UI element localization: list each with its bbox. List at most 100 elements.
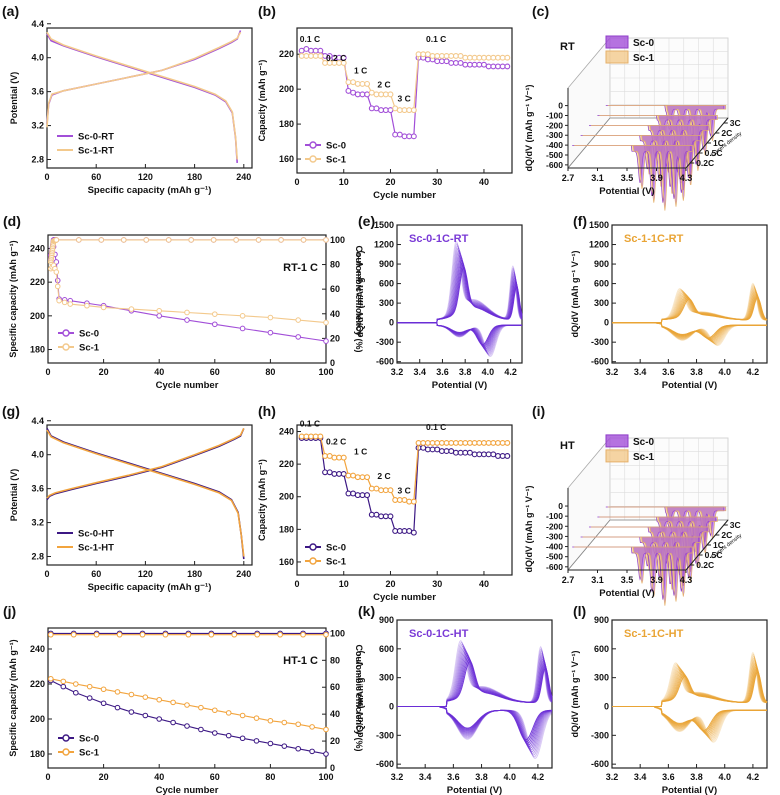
data-point [466,439,473,446]
data-point [490,451,497,458]
data-point [471,451,478,458]
x-tick-label: 3.2 [606,367,619,377]
data-point [378,487,385,494]
data-point [323,319,329,326]
plot-frame [47,234,327,364]
legend-entry: Sc-0-HT [78,529,114,540]
x-tick-label: 30 [432,177,442,187]
x-axis-label: Potential (V) [599,588,654,599]
panel-g-voltage-profile: (g) 0 60 120 180 240 2.8 3.2 3.6 4.0 4.4 Specific c… [2,403,253,593]
y-tick-label: -600 [546,562,563,572]
legend-entry: Sc-1-1C-HT [624,628,684,640]
side-wall [567,436,611,572]
y-tick-label: -400 [546,542,563,552]
data-point [448,439,455,446]
x-tick-label: 40 [479,177,489,187]
data-point [434,439,441,446]
data-point [185,631,192,638]
y-tick-label: 900 [379,615,394,625]
data-point [156,313,162,319]
x-tick-label: 3.2 [391,772,404,782]
x-tick-label: 40 [154,772,164,782]
y-axis-label: dQ/dV (mAh g⁻¹ V⁻¹) [570,651,580,738]
data-point [485,54,492,61]
y-axis-label: dQ/dV (mAh g⁻¹ V⁻¹) [524,85,534,172]
data-point [298,47,305,54]
panel-a-voltage-profile: (a) 0 60 120 180 240 2.8 3.2 3.6 4.0 4.4 Specific c… [2,3,253,196]
rate-annotation: 2 C [377,79,390,89]
data-point [396,107,403,114]
y2-axis-label: Coulombic efficiency (%) [354,245,364,352]
data-point [303,53,310,59]
data-point [309,748,315,755]
data-point [231,631,238,638]
cycle-curve [397,261,523,324]
data-point [128,306,135,312]
depth-tick-label: 0.2C [696,560,714,570]
data-point [326,453,333,459]
series-line [46,428,245,501]
panel-label: (h) [258,403,276,419]
depth-tick-label: 0.5C [705,550,723,560]
depth-tick-label: 2C [721,128,732,138]
data-point [481,451,487,458]
panel-label: (f) [573,213,587,229]
x-tick-label: 0 [294,177,299,187]
data-point [331,470,338,477]
data-point [308,47,314,54]
y-tick-label: -300 [376,337,394,347]
cycle-curve [397,322,522,358]
panel-k-dqdv-loops: (k) 3.2 3.4 3.6 3.8 4.0 4.2 -600 -300 0 300 600 900 P… [355,603,553,795]
data-point [476,439,483,446]
data-point [184,317,190,323]
data-point [448,448,455,455]
data-point [73,681,79,687]
x-tick-label: 240 [236,172,251,182]
y2-tick-label: 20 [330,736,340,746]
x-axis-label: Potential (V) [599,186,654,197]
data-point [128,691,135,698]
y-tick-label: 200 [279,492,294,502]
y-tick-label: 600 [379,644,394,654]
y-tick-label: -300 [546,130,563,140]
data-point [429,446,436,453]
data-point [53,269,60,275]
data-point [239,325,246,332]
data-point [373,105,380,112]
y-tick-label: -200 [546,120,563,130]
data-point [499,453,506,459]
y-tick-label: 1500 [374,220,394,230]
data-point [60,678,67,685]
y-tick-label: -100 [546,110,563,120]
panel-l-dqdv-loops: (l) 3.2 3.4 3.6 3.8 4.0 4.2 -600 -300 0 300 600 900 P… [570,603,768,795]
data-point [300,631,306,638]
legend-entry: Sc-1-RT [78,146,114,157]
x-tick-label: 60 [91,172,101,182]
legend-entry: Sc-1 [326,155,347,166]
cycle-curve [397,706,552,741]
y-tick-label: 1200 [374,240,394,250]
data-point [373,511,380,518]
x-tick-label: 2.7 [562,575,575,585]
data-point [354,91,361,98]
data-point [142,694,149,700]
data-point [462,54,469,61]
x-tick-label: 3.4 [634,367,647,377]
plot-frame [46,424,253,566]
data-point [278,237,284,243]
data-point [466,449,473,456]
panel-f-dqdv-loops: (f) 3.2 3.4 3.6 3.8 4.0 4.2 -600 -300 0 300 600 900 1… [570,213,768,391]
data-point [443,53,450,59]
data-point [76,237,82,243]
y-axis-label: dQ/dV (mAh g⁻¹ V⁻¹) [355,651,365,738]
data-point [401,133,408,140]
data-point [253,738,260,744]
y-tick-label: 200 [30,311,45,321]
data-point [340,59,347,66]
panel-label: (i) [532,403,545,419]
panel-h-rate-capability: (h) 0 10 20 30 40 160 180 200 220 240 Cycle number C… [257,403,513,603]
data-point [239,313,246,319]
data-point [336,454,343,461]
data-point [443,439,450,446]
x-axis-label: Specific capacity (mAh g⁻¹) [88,582,212,593]
